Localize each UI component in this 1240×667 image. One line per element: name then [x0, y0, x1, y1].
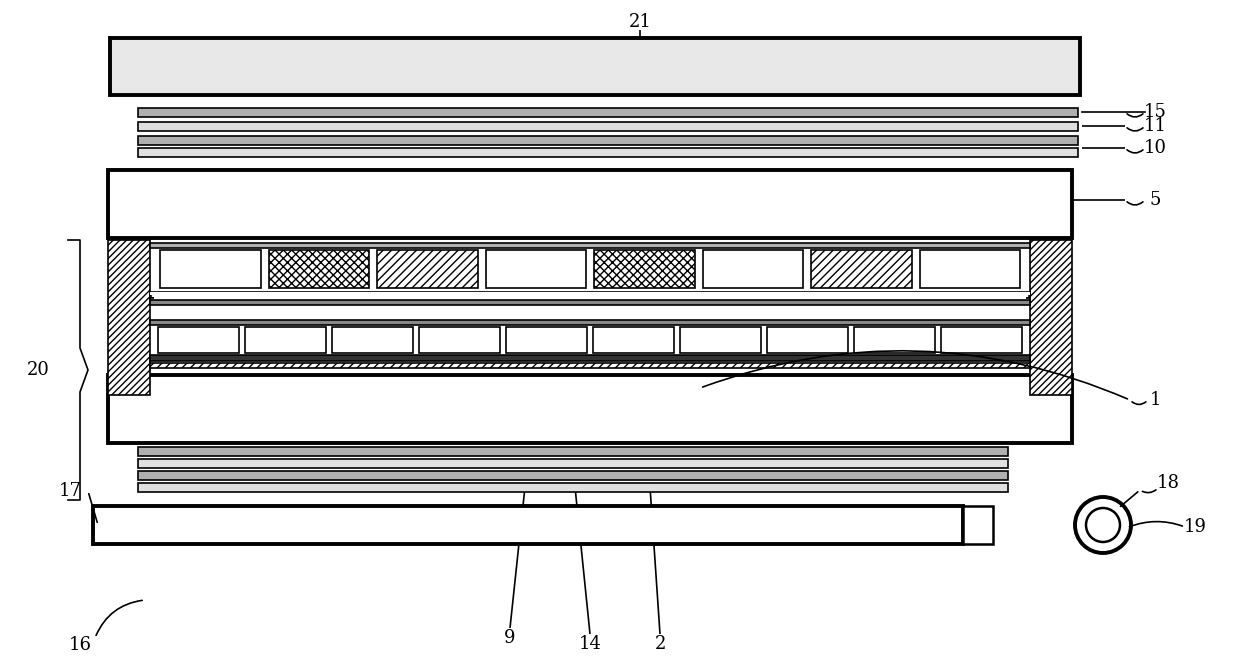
Text: 9: 9 [505, 629, 516, 647]
Text: 10: 10 [1143, 139, 1167, 157]
FancyArrowPatch shape [1130, 522, 1183, 527]
Bar [138, 471, 1008, 480]
Text: 11: 11 [1143, 117, 1167, 135]
Bar [419, 327, 500, 353]
FancyArrowPatch shape [95, 600, 143, 636]
Bar [941, 327, 1022, 353]
Bar [138, 483, 1008, 492]
Bar [594, 250, 694, 288]
FancyArrowPatch shape [1142, 490, 1156, 493]
Bar [93, 506, 963, 544]
Bar [150, 355, 1030, 361]
Bar [150, 300, 1030, 305]
Text: 15: 15 [1143, 103, 1167, 121]
FancyArrowPatch shape [1132, 402, 1146, 404]
Text: 5: 5 [1149, 191, 1161, 209]
Bar [150, 243, 1030, 248]
Bar [246, 327, 326, 353]
Bar [680, 327, 761, 353]
Text: 21: 21 [629, 13, 651, 31]
Bar [854, 327, 935, 353]
Bar [963, 506, 993, 544]
FancyArrowPatch shape [1127, 128, 1143, 131]
Text: 1: 1 [1149, 391, 1161, 409]
Text: 14: 14 [579, 635, 601, 653]
Text: 18: 18 [1157, 474, 1179, 492]
Bar [108, 375, 1073, 443]
Bar [138, 459, 1008, 468]
Bar [150, 292, 1030, 295]
Bar [150, 292, 1030, 298]
FancyArrowPatch shape [703, 351, 1127, 399]
Bar [703, 250, 804, 288]
Bar [153, 294, 1028, 297]
Bar [138, 108, 1078, 117]
Bar [593, 327, 675, 353]
Bar [377, 250, 477, 288]
Bar [486, 250, 587, 288]
Bar [157, 327, 239, 353]
Text: 17: 17 [58, 482, 82, 500]
Text: 20: 20 [26, 361, 50, 379]
Bar [108, 170, 1073, 238]
Text: 19: 19 [1183, 518, 1207, 536]
Circle shape [1075, 497, 1131, 553]
Bar [160, 250, 260, 288]
Bar [506, 327, 587, 353]
Bar [138, 122, 1078, 131]
Text: 2: 2 [655, 635, 666, 653]
FancyArrowPatch shape [1127, 114, 1143, 117]
Bar [269, 250, 370, 288]
Bar [110, 38, 1080, 95]
Text: 16: 16 [68, 636, 92, 654]
Bar [150, 363, 1030, 368]
Bar [138, 447, 1008, 456]
Bar [108, 240, 150, 395]
Bar [920, 250, 1021, 288]
FancyArrowPatch shape [1121, 492, 1138, 506]
Bar [1030, 240, 1073, 395]
Bar [138, 148, 1078, 157]
FancyArrowPatch shape [89, 494, 97, 522]
FancyArrowPatch shape [1127, 202, 1143, 205]
Bar [154, 296, 1025, 299]
FancyArrowPatch shape [1127, 150, 1143, 153]
Bar [150, 320, 1030, 325]
Bar [138, 136, 1078, 145]
Bar [332, 327, 413, 353]
Bar [811, 250, 911, 288]
Bar [768, 327, 848, 353]
